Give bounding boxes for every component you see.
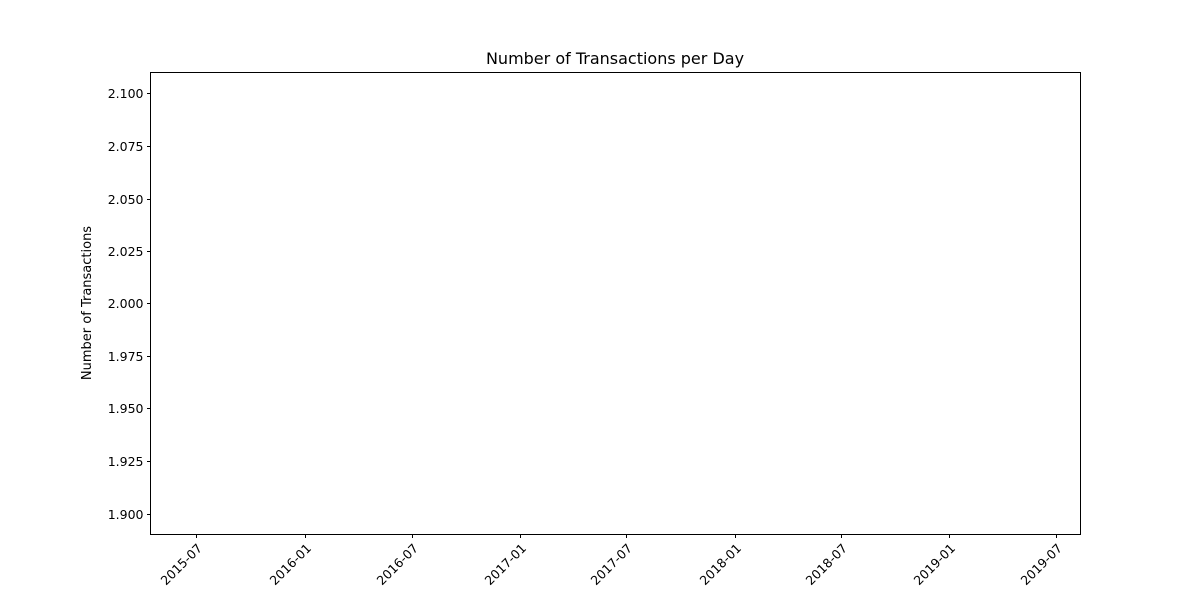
x-tick-label: 2018-01	[697, 540, 745, 588]
x-tick-label: 2017-07	[588, 540, 636, 588]
plot-area-frame	[150, 72, 1081, 535]
y-tick-label: 1.975	[108, 349, 144, 364]
x-tick-label: 2015-07	[158, 540, 206, 588]
x-tick-label: 2019-01	[911, 540, 959, 588]
y-tick-label: 2.050	[108, 192, 144, 207]
x-tick-label: 2017-01	[482, 540, 530, 588]
y-tick-label: 1.900	[108, 507, 144, 522]
y-tick-label: 1.925	[108, 454, 144, 469]
y-tick-label: 2.075	[108, 139, 144, 154]
y-tick-label: 1.950	[108, 401, 144, 416]
x-tick-label: 2016-07	[374, 540, 422, 588]
x-tick-label: 2019-07	[1018, 540, 1066, 588]
chart-title: Number of Transactions per Day	[486, 49, 744, 68]
y-tick-label: 2.000	[108, 296, 144, 311]
y-tick-label: 2.025	[108, 244, 144, 259]
x-axis-ticks: 2015-07 2016-01 2016-07 2017-01 2017-07 2018-…	[158, 534, 1066, 588]
x-tick-label: 2018-07	[803, 540, 851, 588]
x-tick-label: 2016-01	[267, 540, 315, 588]
y-axis-label: Number of Transactions	[80, 226, 95, 380]
y-axis-ticks: 1.900 1.925 1.950 1.975 2.000 2.025 2.050 2.075…	[108, 86, 151, 522]
y-tick-label: 2.100	[108, 86, 144, 101]
